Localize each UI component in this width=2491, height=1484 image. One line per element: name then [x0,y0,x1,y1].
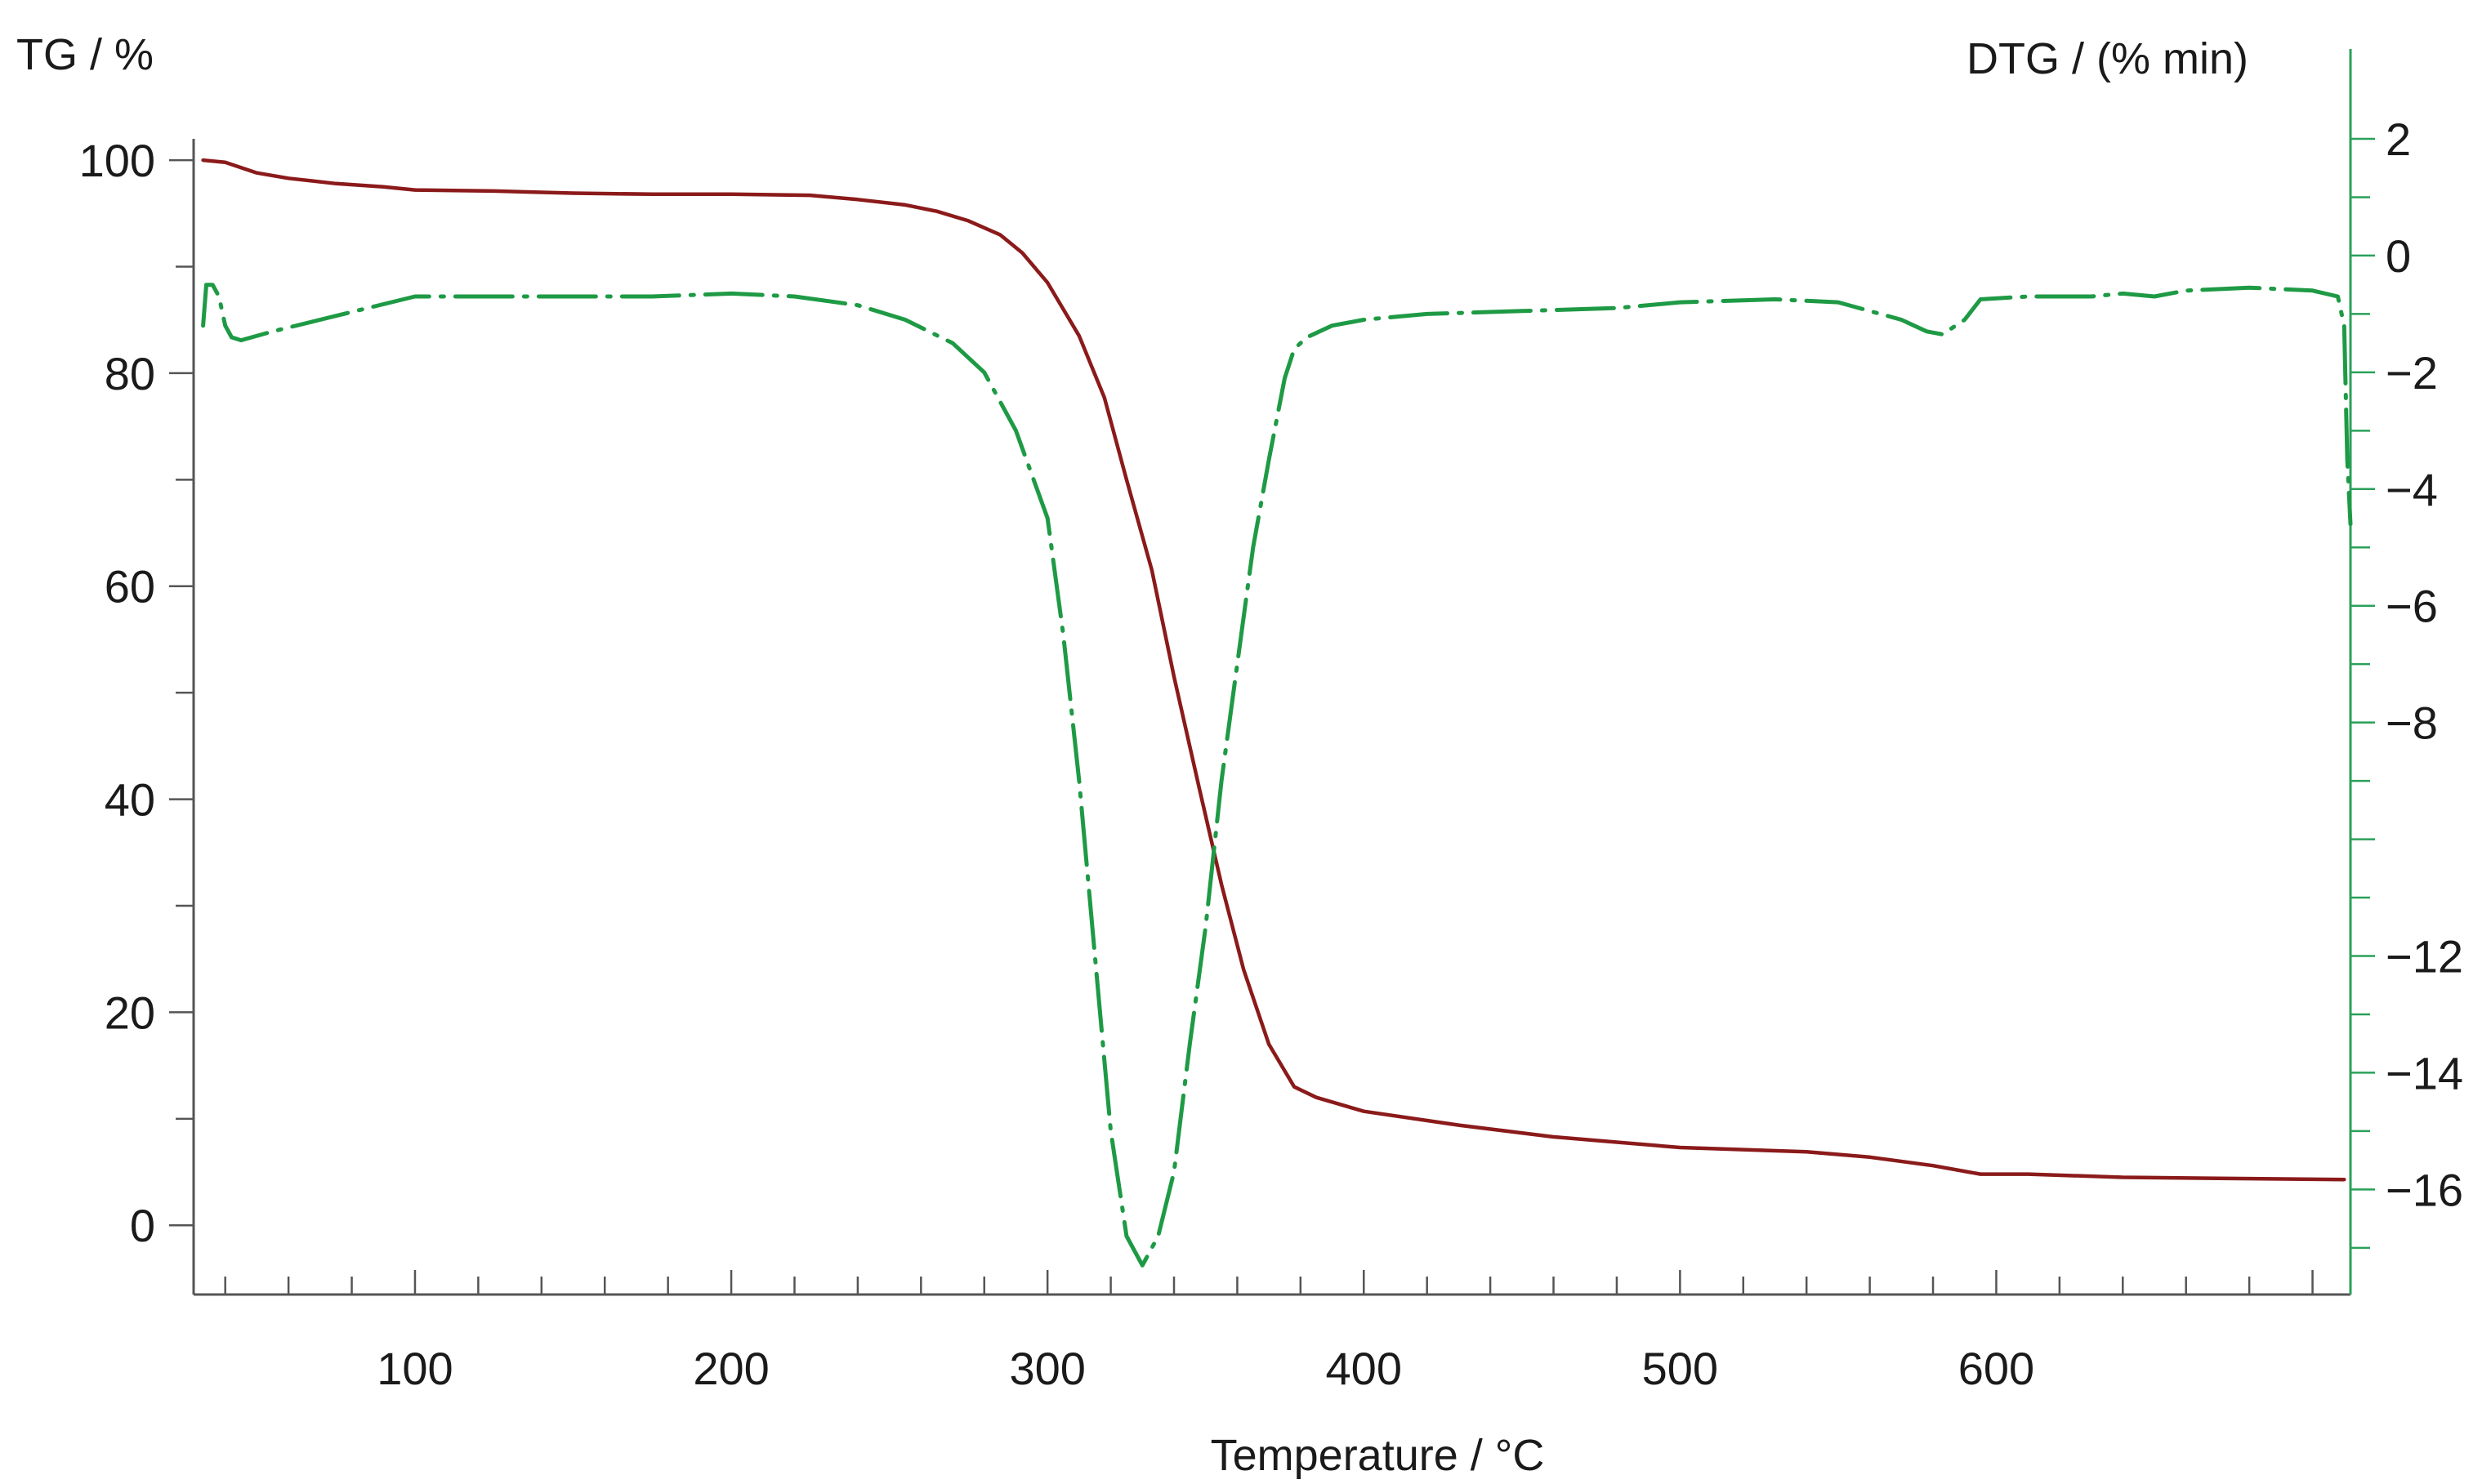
y-left-tick-label: 100 [79,135,155,186]
y-right-tick-label: 2 [2386,114,2411,165]
x-tick-label: 100 [377,1343,453,1394]
dtg-series-line [201,283,2353,1268]
series [201,158,2353,1268]
y-right-tick-label: −12 [2386,931,2463,983]
y-right-tick-label: 0 [2386,230,2411,282]
tg-series-line [201,158,2346,1182]
y-right-tick-label: −4 [2386,464,2438,515]
y-left-tick-label: 0 [130,1200,155,1251]
x-tick-label: 500 [1642,1343,1718,1394]
x-axis-title: Temperature / °C [1211,1431,1545,1480]
y-left-tick-label: 60 [105,561,155,613]
y-left-tick-label: 80 [105,348,155,399]
y-left-tick-label: 40 [105,774,155,826]
x-tick-label: 300 [1009,1343,1085,1394]
y-left-tick-label: 20 [105,987,155,1038]
y-axis-left-title: TG / % [16,30,154,79]
axes [192,49,2352,1296]
x-tick-label: 200 [693,1343,769,1394]
y-right-tick-label: −14 [2386,1047,2463,1099]
y-right-tick-label: −16 [2386,1164,2463,1215]
x-tick-label: 600 [1958,1343,2034,1394]
y-axis-right-title: DTG / (% min) [1966,34,2248,83]
y-right-tick-label: −8 [2386,697,2438,749]
y-right-tick-label: −6 [2386,581,2438,632]
y-right-tick-label: −2 [2386,347,2438,399]
x-tick-label: 400 [1326,1343,1402,1394]
